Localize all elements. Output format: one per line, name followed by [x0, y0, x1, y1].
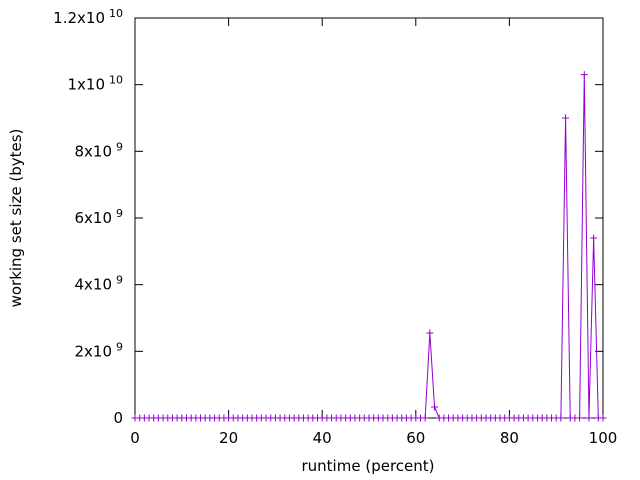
y-tick-label: 1x10 10: [67, 74, 123, 94]
y-tick-mantissa: 4x10: [74, 276, 112, 294]
y-tick-label: 8x10 9: [74, 140, 123, 160]
point-marker: [599, 414, 607, 422]
y-tick-label: 2x10 9: [74, 340, 123, 360]
point-marker: [557, 414, 565, 422]
x-tick-label: 80: [500, 429, 519, 447]
series-line: [135, 74, 603, 419]
y-tick-exponent: 9: [116, 207, 123, 220]
y-axis-label: working set size (bytes): [7, 129, 25, 308]
y-tick-label: 0: [113, 409, 123, 427]
point-marker: [421, 414, 429, 422]
y-tick-mantissa: 8x10: [74, 142, 112, 160]
x-tick-label: 0: [130, 429, 140, 447]
point-marker: [426, 329, 434, 337]
point-marker: [580, 71, 588, 79]
x-tick-label: 40: [313, 429, 332, 447]
point-marker: [590, 234, 598, 242]
x-tick-label: 100: [589, 429, 618, 447]
point-marker: [431, 403, 439, 411]
y-tick-exponent: 9: [116, 340, 123, 353]
point-marker: [576, 414, 584, 422]
x-tick-label: 20: [219, 429, 238, 447]
y-tick-mantissa: 6x10: [74, 209, 112, 227]
y-tick-exponent: 9: [116, 140, 123, 153]
point-marker: [585, 414, 593, 422]
y-tick-label: 4x10 9: [74, 274, 123, 294]
plot-frame: [134, 17, 604, 419]
y-tick-mantissa: 2x10: [74, 342, 112, 360]
y-tick-label: 1.2x10 10: [53, 7, 123, 27]
y-tick-exponent: 10: [109, 7, 123, 20]
point-marker: [562, 114, 570, 122]
y-tick-mantissa: 1x10: [67, 76, 105, 94]
y-tick-mantissa: 1.2x10: [53, 9, 105, 27]
x-axis-label: runtime (percent): [302, 457, 435, 475]
x-tick-label: 60: [406, 429, 425, 447]
y-tick-exponent: 10: [109, 74, 123, 87]
y-tick-label: 6x10 9: [74, 207, 123, 227]
y-tick-exponent: 9: [116, 274, 123, 287]
